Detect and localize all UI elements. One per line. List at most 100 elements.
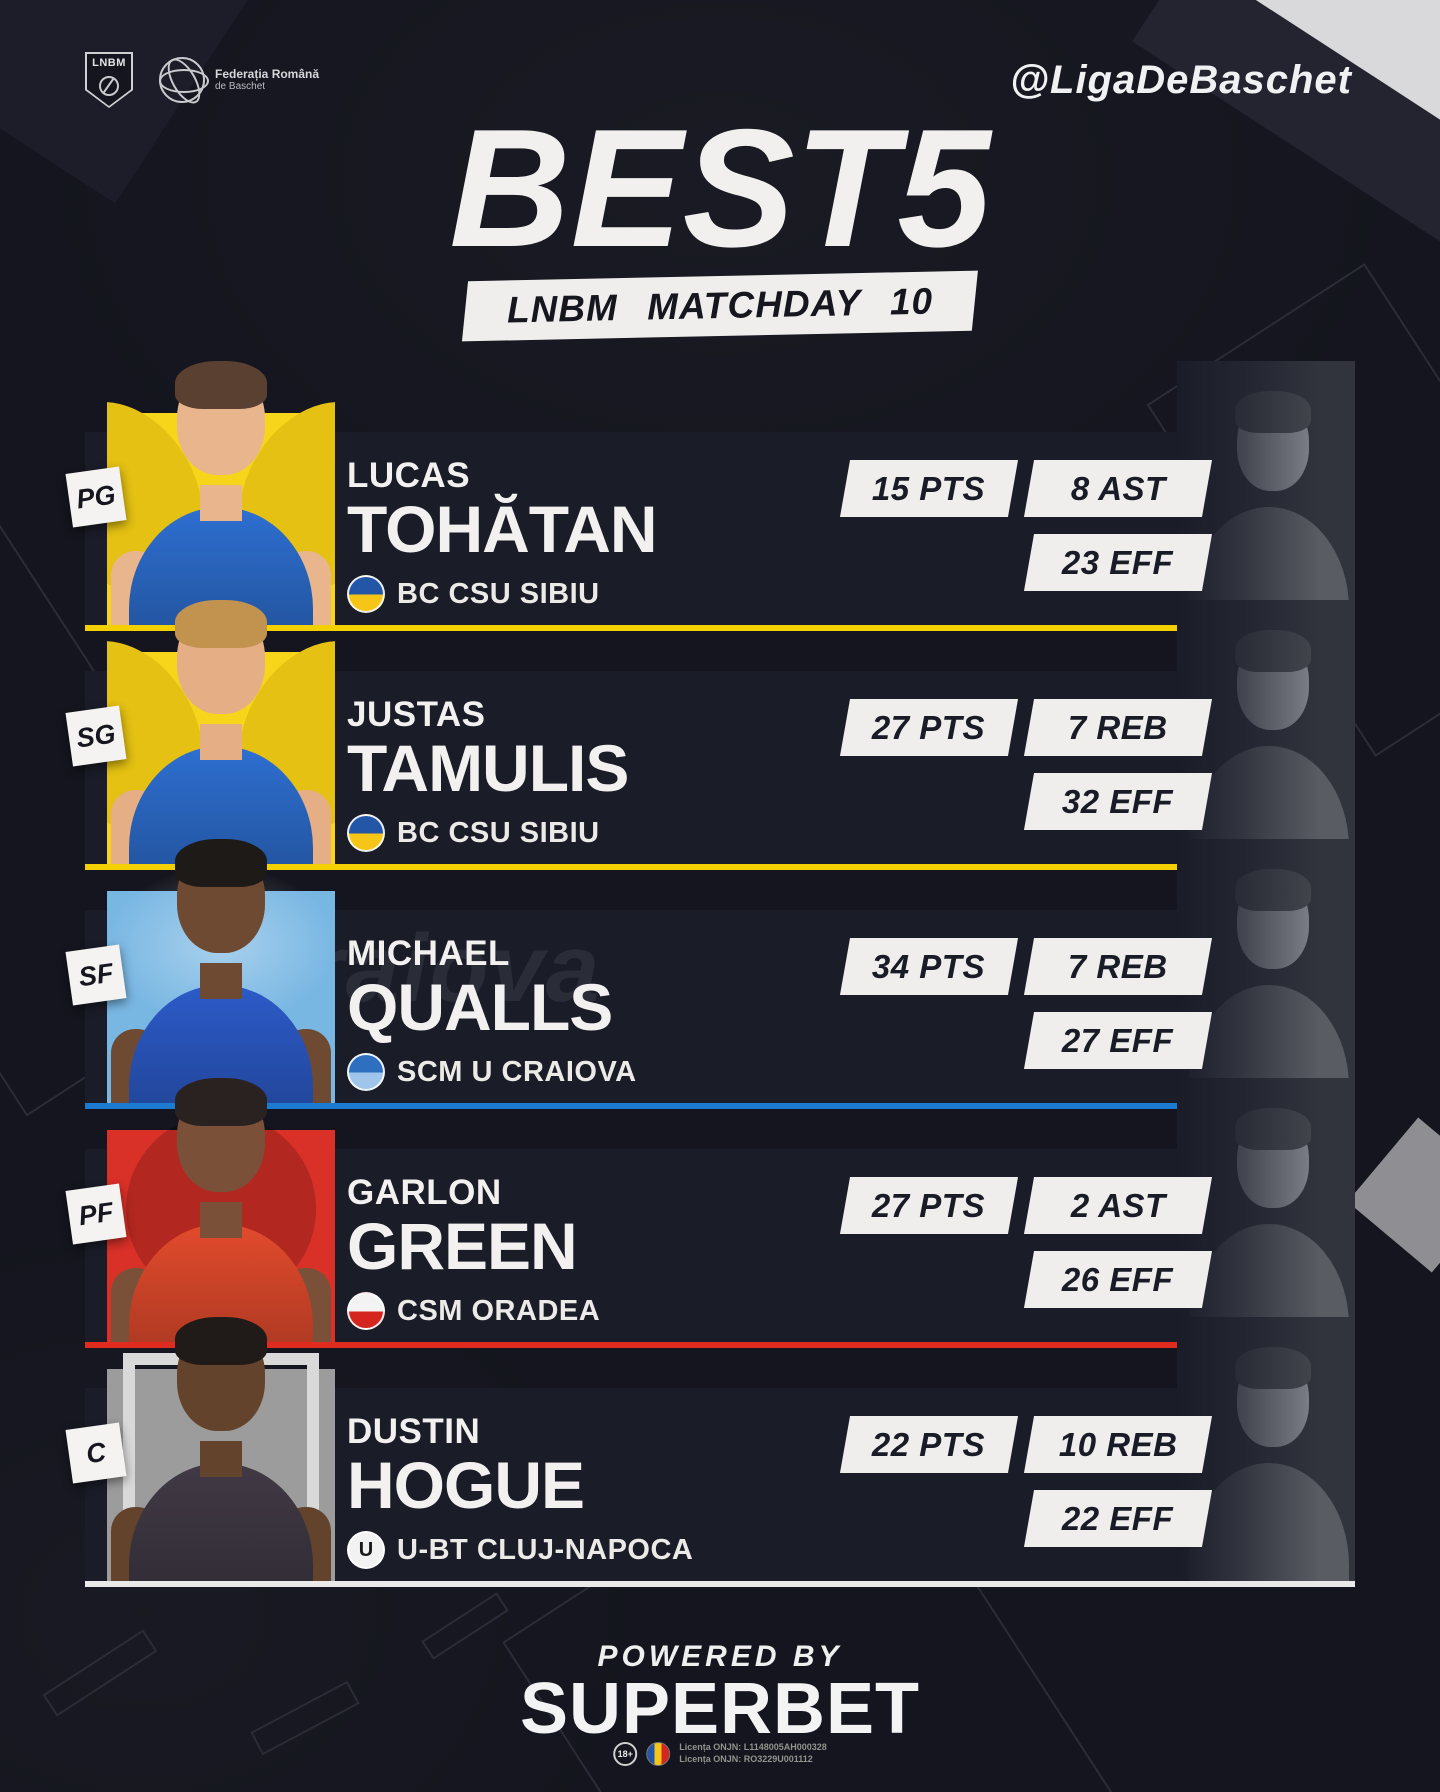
lnbm-logo-icon: LNBM [85, 52, 133, 108]
position-label: SG [74, 717, 118, 754]
stat-efficiency: 27 EFF [1023, 1012, 1213, 1069]
team-row: SCM U CRAIOVA [347, 1053, 637, 1092]
lnbm-logo-label: LNBM [92, 57, 126, 69]
basketball-icon [159, 57, 209, 103]
player-info: MICHAEL QUALLS SCM U CRAIOVA [347, 934, 637, 1092]
team-row: BC CSU SIBIU [347, 575, 657, 614]
player-row: C DUSTIN HOGUE U U- [65, 1317, 1355, 1587]
stat-boxes: 22 PTS 10 REB 22 EFF [839, 1416, 1265, 1547]
position-badge: SF [65, 944, 127, 1006]
license-text: Licența ONJN: L1148005AH000328 Licența O… [679, 1742, 827, 1765]
stat-boxes: 15 PTS 8 AST 23 EFF [839, 460, 1265, 591]
stat-secondary: 7 REB [1023, 699, 1213, 756]
stat-points: 27 PTS [839, 1177, 1019, 1234]
player-photo [107, 337, 335, 625]
age-18-icon: 18+ [613, 1742, 638, 1766]
team-logo-icon: U [347, 1531, 385, 1570]
team-row: CSM ORADEA [347, 1292, 601, 1331]
federation-name-main: Federația Română [215, 66, 320, 81]
team-logo-icon [347, 1292, 385, 1331]
team-name: SCM U CRAIOVA [397, 1055, 637, 1088]
stat-points: 27 PTS [839, 699, 1019, 756]
player-figure [1235, 869, 1311, 911]
player-figure [175, 1317, 267, 1365]
player-info: DUSTIN HOGUE U U-BT CLUJ-NAPOCA [347, 1412, 694, 1570]
player-figure [175, 1078, 267, 1126]
player-row: Craiova SF MICHAEL QUALLS [65, 839, 1355, 1109]
social-handle: @LigaDeBaschet [1010, 58, 1352, 102]
stat-efficiency: 32 EFF [1023, 773, 1213, 830]
team-logo-icon [347, 575, 385, 614]
player-last-name: GREEN [347, 1209, 578, 1283]
stat-secondary: 2 AST [1023, 1177, 1213, 1234]
team-row: BC CSU SIBIU [347, 814, 628, 853]
player-figure [1235, 1108, 1311, 1150]
team-name: CSM ORADEA [397, 1294, 601, 1327]
position-label: PG [74, 478, 118, 515]
best5-list: PG LUCAS TOHĂTAN B [65, 361, 1355, 1601]
position-badge: C [65, 1422, 127, 1484]
position-label: PF [76, 1196, 116, 1231]
player-first-name: GARLON [347, 1173, 502, 1212]
player-figure [1235, 391, 1311, 433]
position-label: C [84, 1436, 108, 1469]
stat-points: 34 PTS [839, 938, 1019, 995]
federation-logo: Federația Română de Baschet [159, 57, 319, 103]
player-figure [175, 361, 267, 409]
position-badge: SG [65, 705, 127, 767]
player-last-name: QUALLS [347, 970, 613, 1044]
player-figure [200, 963, 242, 999]
background-shape [1347, 1117, 1440, 1273]
header-logos: LNBM Federația Română de Baschet [85, 52, 319, 108]
federation-name: Federația Română de Baschet [215, 66, 320, 93]
player-first-name: JUSTAS [347, 695, 486, 734]
sponsor-name: SUPERBET [519, 1669, 921, 1749]
federation-name-sub: de Baschet [215, 81, 266, 93]
player-figure [1235, 630, 1311, 672]
player-first-name: DUSTIN [347, 1412, 481, 1451]
player-last-name: TAMULIS [347, 731, 629, 805]
stat-points: 22 PTS [839, 1416, 1019, 1473]
player-figure [175, 839, 267, 887]
stat-efficiency: 22 EFF [1023, 1490, 1213, 1547]
player-photo [107, 576, 335, 864]
player-info: LUCAS TOHĂTAN BC CSU SIBIU [347, 456, 658, 614]
player-last-name: HOGUE [347, 1448, 585, 1522]
position-badge: PG [65, 466, 127, 528]
stat-boxes: 27 PTS 7 REB 32 EFF [839, 699, 1265, 830]
team-name: BC CSU SIBIU [397, 577, 600, 610]
team-name: U-BT CLUJ-NAPOCA [397, 1533, 694, 1566]
team-logo-icon [347, 1053, 385, 1092]
stat-secondary: 7 REB [1023, 938, 1213, 995]
basketball-icon [99, 76, 119, 96]
player-photo [107, 1054, 335, 1342]
faded-player-photo [1177, 1317, 1355, 1581]
team-name: BC CSU SIBIU [397, 816, 600, 849]
player-photo [107, 1293, 335, 1581]
player-figure [175, 600, 267, 648]
player-row: SG JUSTAS TAMULIS [65, 600, 1355, 870]
position-label: SF [76, 957, 116, 992]
player-photo [107, 815, 335, 1103]
stat-boxes: 27 PTS 2 AST 26 EFF [839, 1177, 1265, 1308]
player-figure [200, 1441, 242, 1477]
player-last-name: TOHĂTAN [347, 492, 658, 566]
license-line-2: Licența ONJN: RO3229U001112 [679, 1754, 813, 1764]
team-row: U U-BT CLUJ-NAPOCA [347, 1531, 694, 1570]
subtitle-box: LNBM MATCHDAY 10 [461, 270, 979, 342]
player-figure [200, 724, 242, 760]
stat-efficiency: 23 EFF [1023, 534, 1213, 591]
player-info: JUSTAS TAMULIS BC CSU SIBIU [347, 695, 629, 853]
stat-efficiency: 26 EFF [1023, 1251, 1213, 1308]
team-logo-icon [347, 814, 385, 853]
powered-by-label: POWERED BY [597, 1640, 843, 1673]
faded-player-photo [1177, 839, 1355, 1103]
stat-boxes: 34 PTS 7 REB 27 EFF [839, 938, 1265, 1069]
player-figure [200, 485, 242, 521]
player-first-name: MICHAEL [347, 934, 510, 973]
player-figure [200, 1202, 242, 1238]
player-info: GARLON GREEN CSM ORADEA [347, 1173, 601, 1331]
player-figure [1235, 1347, 1311, 1389]
subtitle-label: LNBM MATCHDAY 10 [506, 280, 934, 331]
